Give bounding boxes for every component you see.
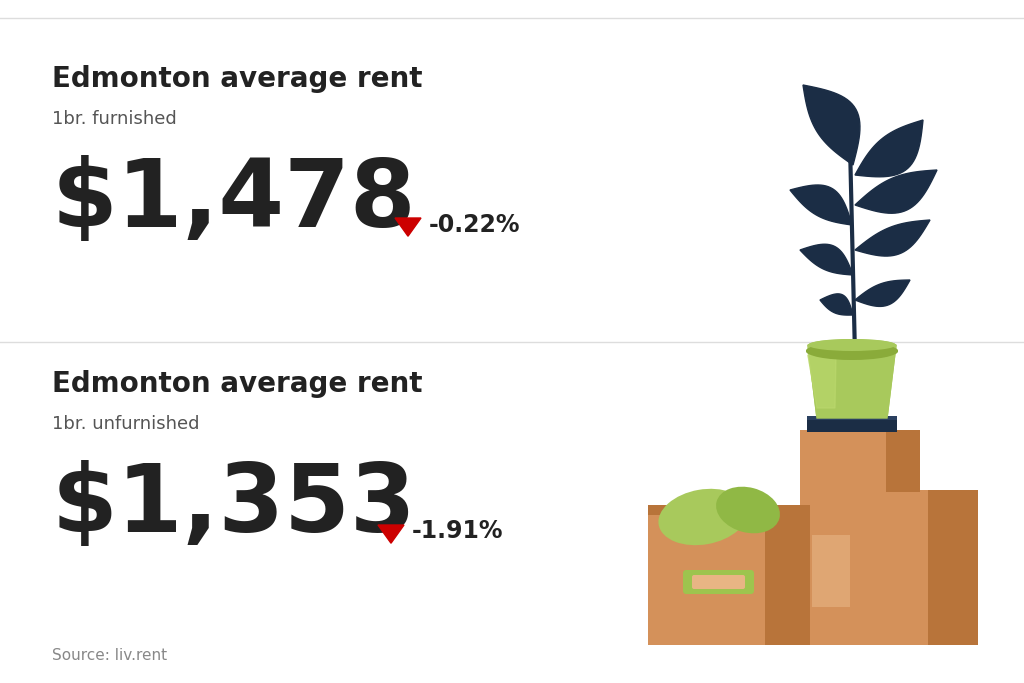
- Polygon shape: [378, 525, 404, 543]
- Ellipse shape: [806, 342, 898, 360]
- Polygon shape: [855, 170, 937, 213]
- Text: $1,353: $1,353: [52, 460, 417, 552]
- FancyBboxPatch shape: [887, 430, 920, 492]
- FancyBboxPatch shape: [800, 430, 920, 492]
- Polygon shape: [808, 345, 896, 418]
- Ellipse shape: [658, 489, 748, 545]
- Text: Source: liv.rent: Source: liv.rent: [52, 648, 167, 663]
- Polygon shape: [855, 120, 923, 177]
- Polygon shape: [808, 345, 896, 418]
- FancyBboxPatch shape: [812, 535, 850, 607]
- Polygon shape: [803, 85, 860, 165]
- Ellipse shape: [806, 342, 898, 360]
- Text: -1.91%: -1.91%: [412, 520, 504, 544]
- FancyBboxPatch shape: [807, 416, 897, 432]
- Polygon shape: [808, 355, 836, 408]
- Text: -0.22%: -0.22%: [429, 212, 520, 236]
- Text: Edmonton average rent: Edmonton average rent: [52, 370, 423, 398]
- Polygon shape: [800, 245, 853, 275]
- Polygon shape: [808, 355, 836, 408]
- FancyBboxPatch shape: [648, 505, 810, 645]
- Ellipse shape: [808, 339, 896, 351]
- Polygon shape: [820, 294, 853, 315]
- Polygon shape: [855, 220, 930, 256]
- Polygon shape: [395, 218, 421, 236]
- Ellipse shape: [716, 487, 780, 533]
- Text: $1,478: $1,478: [52, 155, 417, 247]
- FancyBboxPatch shape: [928, 490, 978, 645]
- FancyBboxPatch shape: [648, 505, 810, 515]
- FancyBboxPatch shape: [807, 416, 897, 420]
- Text: 1br. furnished: 1br. furnished: [52, 110, 177, 128]
- FancyBboxPatch shape: [800, 490, 978, 645]
- Text: Edmonton average rent: Edmonton average rent: [52, 65, 423, 93]
- Text: 1br. unfurnished: 1br. unfurnished: [52, 415, 200, 433]
- Ellipse shape: [808, 339, 896, 351]
- Polygon shape: [855, 280, 910, 307]
- FancyBboxPatch shape: [692, 575, 745, 589]
- FancyBboxPatch shape: [683, 570, 754, 594]
- Polygon shape: [790, 185, 852, 225]
- FancyBboxPatch shape: [765, 505, 810, 645]
